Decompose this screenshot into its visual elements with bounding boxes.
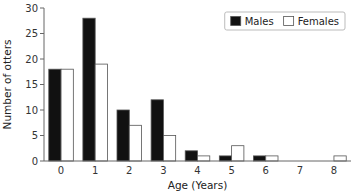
bar bbox=[198, 156, 210, 161]
x-tick-label: 3 bbox=[160, 165, 166, 176]
bar bbox=[83, 18, 95, 161]
y-tick bbox=[40, 33, 44, 34]
legend-box bbox=[225, 12, 345, 30]
y-tick-label: 5 bbox=[32, 130, 38, 141]
x-tick-label: 5 bbox=[228, 165, 234, 176]
x-tick-label: 0 bbox=[58, 165, 64, 176]
bar bbox=[117, 110, 129, 161]
legend: Males Females bbox=[225, 12, 345, 30]
x-tick-label: 7 bbox=[297, 165, 303, 176]
bar bbox=[219, 156, 231, 161]
bar bbox=[49, 69, 61, 161]
bar bbox=[61, 69, 73, 161]
x-tick-label: 8 bbox=[331, 165, 337, 176]
y-tick-label: 10 bbox=[25, 105, 38, 116]
bar bbox=[334, 156, 346, 161]
y-tick bbox=[40, 110, 44, 111]
legend-swatch bbox=[231, 17, 241, 26]
y-tick-label: 30 bbox=[25, 3, 38, 14]
y-tick-label: 25 bbox=[25, 28, 38, 39]
x-axis bbox=[44, 161, 351, 162]
chart: 0 5 10 15 20 25 30 0 1 2 3 4 5 6 7 8 Age (Years) Number o… bbox=[0, 0, 359, 193]
x-tick-label: 2 bbox=[126, 165, 132, 176]
bar bbox=[266, 156, 278, 161]
legend-swatch bbox=[284, 17, 294, 26]
y-tick-label: 15 bbox=[25, 79, 38, 90]
x-tick-label: 4 bbox=[194, 165, 200, 176]
x-axis-label: Age (Years) bbox=[168, 179, 228, 191]
x-tick-label: 6 bbox=[263, 165, 269, 176]
x-tick-label: 1 bbox=[92, 165, 98, 176]
bar bbox=[185, 151, 197, 161]
bar bbox=[253, 156, 265, 161]
bar bbox=[129, 125, 141, 161]
y-tick bbox=[40, 84, 44, 85]
bar bbox=[95, 64, 107, 161]
legend-label: Females bbox=[298, 16, 339, 27]
y-tick bbox=[40, 59, 44, 60]
bar bbox=[232, 146, 244, 161]
y-tick bbox=[40, 8, 44, 9]
y-tick bbox=[40, 135, 44, 136]
legend-label: Males bbox=[245, 16, 274, 27]
y-axis bbox=[44, 8, 45, 161]
y-tick-label: 0 bbox=[32, 156, 38, 167]
y-tick-label: 20 bbox=[25, 54, 38, 65]
y-tick bbox=[40, 161, 44, 162]
bar bbox=[163, 136, 175, 162]
bar bbox=[151, 100, 163, 161]
y-axis-label: Number of otters bbox=[1, 40, 13, 130]
